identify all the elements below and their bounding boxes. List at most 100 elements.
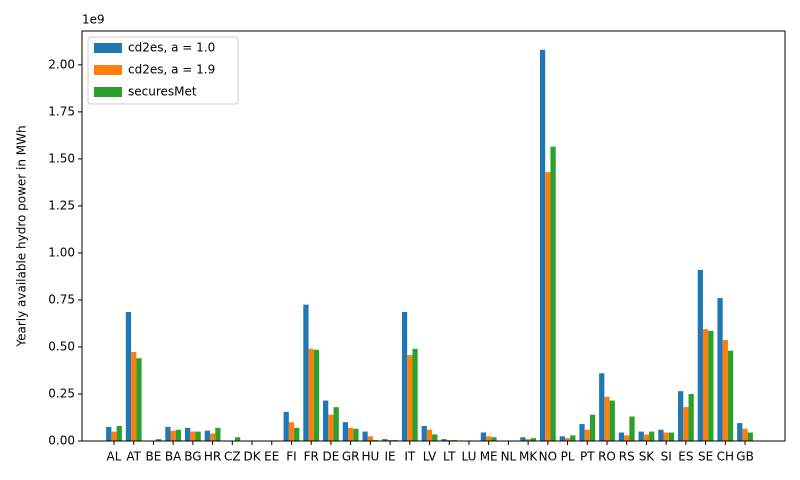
bar [348,427,354,441]
bar [362,431,368,441]
x-tick-label: PL [561,450,575,464]
bar [426,429,433,441]
bar [584,429,590,441]
bar [111,431,117,441]
bar [131,352,137,441]
x-tick-label: CZ [224,450,241,464]
bar [649,431,655,441]
x-tick-label: FI [286,450,296,464]
x-tick-label: CH [717,450,734,464]
y-axis-label: Yearly available hydro power in MWh [15,125,29,347]
y-tick-label: 2.00 [48,57,75,71]
y-tick-label: 1.25 [48,198,75,212]
y-tick-label: 1.50 [48,151,75,165]
bar [643,434,650,441]
bar [401,311,408,441]
x-tick-label: SE [698,450,713,464]
bar [480,432,487,441]
x-tick-label: LV [423,450,437,464]
x-tick-label: BA [165,450,182,464]
x-tick-label: IE [385,450,396,464]
bar [328,414,334,441]
x-tick-label: IT [404,450,416,464]
y-tick-label: 1.00 [48,245,75,259]
bar [156,439,162,441]
bar [539,49,546,441]
x-tick-label: ME [480,450,498,464]
bar [136,358,142,441]
bar [421,425,427,441]
bar [234,437,241,441]
x-tick-label: PT [580,450,595,464]
x-tick-label: MK [519,450,538,464]
bar [491,437,497,441]
x-tick-label: RO [598,450,616,464]
bar [313,349,320,441]
bar [353,428,359,441]
bar [294,427,300,441]
x-tick-label: HU [361,450,379,464]
bar [323,400,329,441]
x-tick-label: BE [146,450,162,464]
bar [747,432,753,441]
bar [125,311,132,441]
bar [209,433,216,441]
x-tick-label: NL [501,450,517,464]
bar [215,427,221,441]
bar [175,429,182,441]
x-tick-label: DE [323,450,340,464]
bar [184,427,191,441]
bar [367,436,373,441]
bar [683,407,689,441]
x-tick-label: HR [204,450,221,464]
bar [525,439,531,441]
bar [412,348,418,441]
x-tick-label: GR [342,450,360,464]
bar [165,426,171,441]
legend-swatch [94,87,122,97]
bar [432,434,438,441]
y-offset-label: 1e9 [82,13,105,27]
legend-label: cd2es, a = 1.9 [128,63,215,77]
bar [737,423,743,441]
legend-swatch [94,65,122,75]
bar [303,304,309,441]
legend-label: cd2es, a = 1.0 [128,41,215,55]
bar [677,391,684,441]
bar [308,348,314,441]
bar [599,373,605,441]
bar [629,416,635,441]
bar [342,422,349,441]
y-tick-label: 0.75 [48,292,75,306]
bar [407,355,413,441]
x-tick-label: BG [184,450,201,464]
y-tick-label: 0.25 [48,386,75,400]
x-tick-label: ES [678,450,693,464]
bar [668,432,675,441]
bar [170,430,176,441]
x-tick-label: NO [539,450,557,464]
x-tick-label: GB [736,450,754,464]
x-tick-label: FR [304,450,319,464]
bar [717,298,723,441]
bar [609,400,615,441]
bar [638,431,644,441]
bar [550,146,556,441]
bar [530,438,537,441]
bar [742,428,748,441]
x-tick-label: AT [126,450,141,464]
y-tick-label: 0.00 [48,434,75,448]
bar [663,432,669,441]
bar [520,437,526,441]
legend-label: securesMet [128,85,197,99]
x-tick-label: LU [462,450,477,464]
x-tick-label: LT [443,450,456,464]
y-tick-label: 0.50 [48,339,75,353]
x-tick-label: RS [619,450,635,464]
legend-swatch [94,43,122,53]
bar [486,436,492,441]
bar [697,269,703,441]
x-tick-label: EE [264,450,279,464]
